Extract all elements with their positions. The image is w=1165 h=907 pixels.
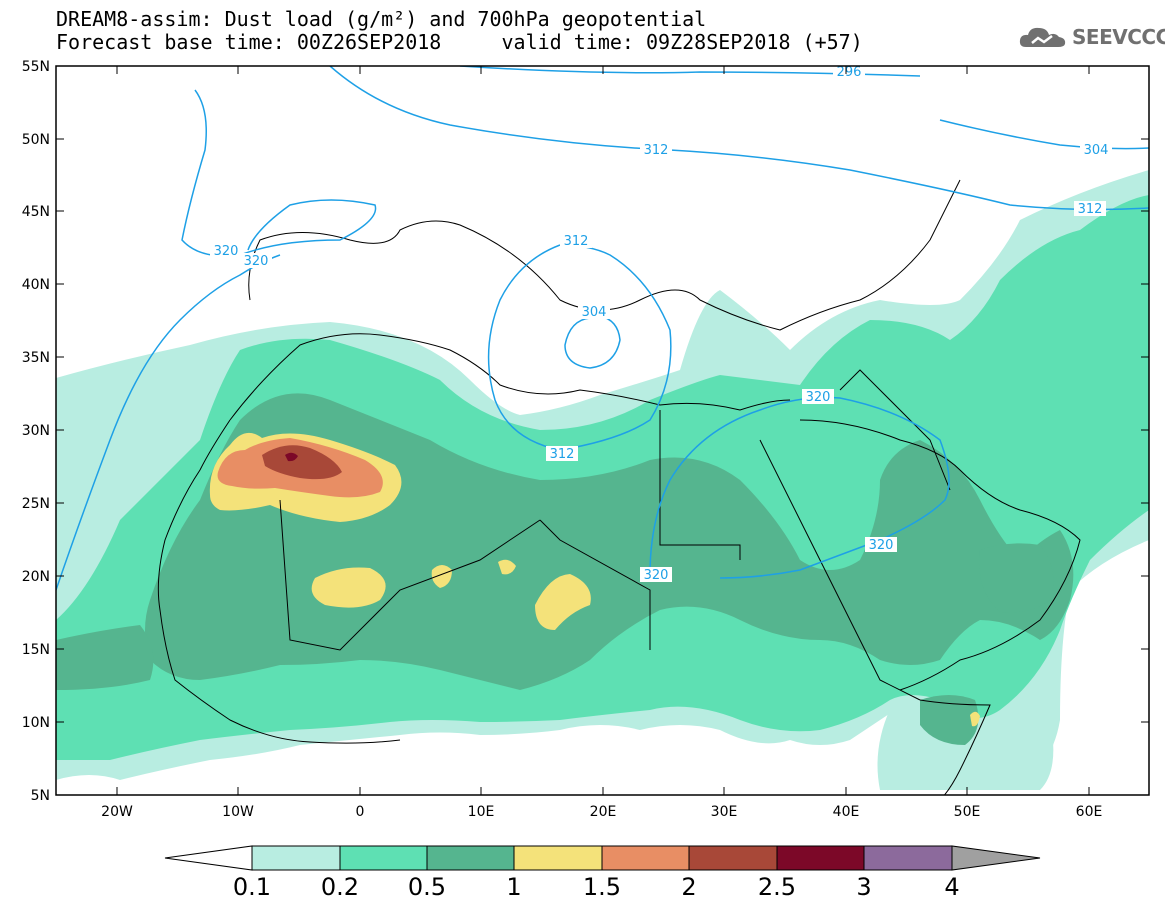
border-saharan-b [539,519,651,650]
contour-label: 320 [869,538,894,553]
dust-level-1-south [311,567,386,608]
dust-level-0-5-west [56,625,154,690]
contour-label: 312 [644,143,669,158]
dust-level-1-horn [970,711,980,727]
contour-label: 304 [582,305,607,320]
lon-label: 20E [590,804,617,820]
logo-text: SEEVCCC [1072,25,1165,49]
lat-label: 5N [31,788,50,804]
contour-312-med [487,244,672,451]
colorbar-label: 1.5 [583,873,621,901]
lat-label: 35N [22,350,50,366]
lat-label: 20N [22,569,50,585]
contour-label: 312 [550,447,575,462]
dust-level-1-chad [535,574,591,630]
lat-label: 45N [22,204,50,220]
dust-level-1-small-a [431,565,452,588]
lon-label: 40E [833,804,860,820]
lat-label: 10N [22,715,50,731]
lat-label: 30N [22,423,50,439]
colorbar-swatch [339,845,428,871]
colorbar-swatch [776,845,865,871]
contour-label: 320 [644,568,669,583]
colorbar-swatch [863,845,953,871]
contour-304-med [564,315,621,369]
cloud-icon [1019,27,1066,47]
lon-label: 50E [954,804,981,820]
lon-label: 30E [711,804,738,820]
colorbar-label: 2 [681,873,696,901]
coastline-red-sea [759,439,921,701]
colorbar-swatch [601,845,690,871]
map-title: DREAM8-assim: Dust load (g/m²) and 700hP… [56,7,707,31]
contour-label: 296 [837,65,862,80]
coastline-west-africa [157,419,401,744]
contour-320-west [181,89,377,257]
colorbar-swatch [513,845,603,871]
contour-label: 312 [564,234,589,249]
coastline-north-africa [229,333,791,421]
dust-level-0-5-east [979,543,1054,613]
colorbar-label: 3 [856,873,871,901]
colorbar-low-arrow [164,845,253,871]
contour-label: 312 [1078,202,1103,217]
lon-label: 0 [356,804,365,820]
lon-label: 10W [222,804,254,820]
lat-axis: 55N 50N 45N 40N 35N 30N 25N 20N 15N 10N … [22,59,1149,804]
colorbar: 0.1 0.2 0.5 1 1.5 2 2.5 3 4 [164,845,1041,901]
lat-label: 55N [22,59,50,75]
colorbar-label: 0.1 [233,873,271,901]
colorbar-label: 2.5 [758,873,796,901]
lon-label: 10E [468,804,495,820]
contour-label: 304 [1084,143,1109,158]
coastline-horn [919,699,991,795]
dust-level-0-5-horn [920,695,979,745]
lon-label: 60E [1076,804,1103,820]
forecast-times: Forecast base time: 00Z26SEP2018 valid t… [56,30,863,54]
border-egypt-sudan [659,410,741,560]
colorbar-swatch [426,845,515,871]
contour-320-atlantic [56,254,281,591]
lat-label: 40N [22,277,50,293]
lon-axis: 20W 10W 0 10E 20E 30E 40E 50E 60E [101,66,1102,820]
lat-label: 15N [22,642,50,658]
dust-level-2 [262,445,342,480]
contour-320-east [649,396,950,579]
colorbar-swatch [688,845,778,871]
colorbar-swatch [251,845,341,871]
colorbar-label: 4 [944,873,959,901]
seevccc-logo: SEEVCCC [1018,24,1165,50]
border-arabia [839,369,951,491]
contour-labels: 296 312 304 312 320 320 312 304 312 320 … [210,64,1112,583]
border-saharan-a [279,499,541,651]
dust-level-1-small-b [498,559,516,575]
contour-label: 320 [806,390,831,405]
contour-304-north [939,119,1149,150]
dust-level-2-5 [285,452,298,462]
lat-label: 50N [22,132,50,148]
lat-label: 25N [22,496,50,512]
coastline-arabia [799,419,1081,691]
contour-label: 320 [244,254,269,269]
lon-label: 20W [101,804,133,820]
colorbar-label: 1 [506,873,521,901]
colorbar-label: 0.5 [408,873,446,901]
contour-label: 320 [214,244,239,259]
colorbar-label: 0.2 [321,873,359,901]
colorbar-high-arrow [951,845,1041,871]
contour-312-north [329,66,1149,211]
dust-field [56,170,1149,790]
